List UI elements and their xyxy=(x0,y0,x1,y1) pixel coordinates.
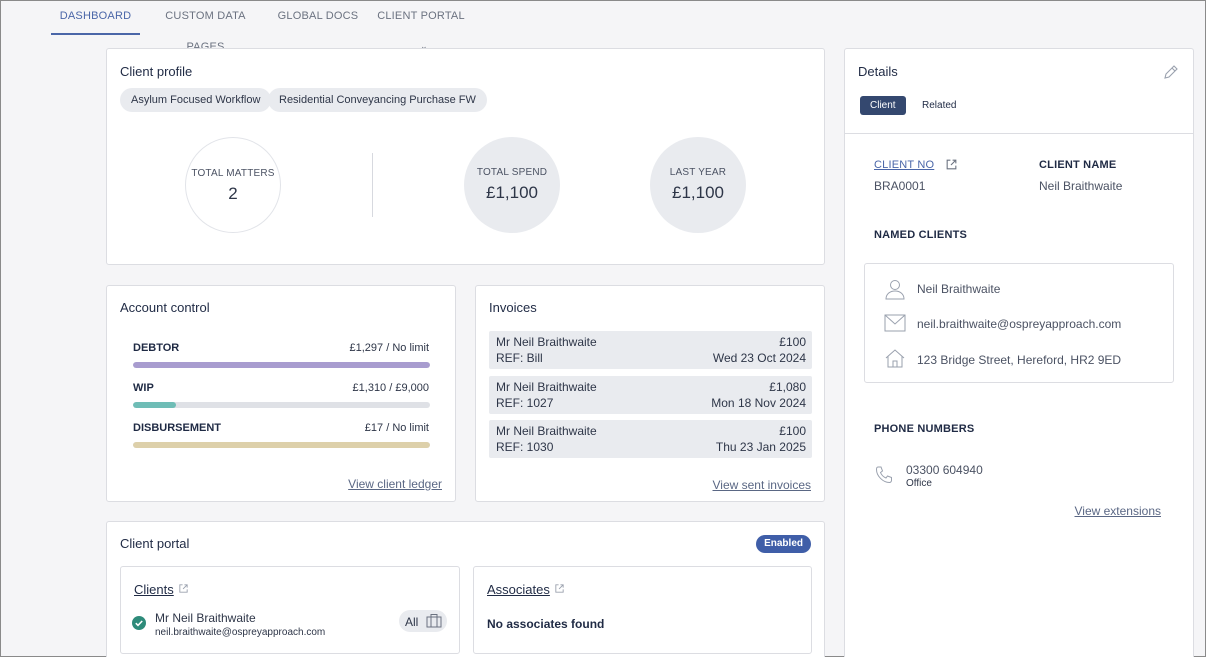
debtor-bar-fill xyxy=(133,362,430,368)
briefcase-icon xyxy=(426,614,442,628)
invoice-amount: £100 xyxy=(779,424,806,438)
details-title: Details xyxy=(858,64,898,79)
invoice-amount: £1,080 xyxy=(769,380,806,394)
debtor-label: DEBTOR xyxy=(133,342,180,354)
named-client-card: Neil Braithwaite neil.braithwaite@osprey… xyxy=(864,263,1174,383)
associates-link[interactable]: Associates xyxy=(487,582,550,597)
details-panel: Details Client Related CLIENT NO BRA0001… xyxy=(844,48,1194,657)
tab-client-portal-label: CLIENT PORTAL xyxy=(377,10,465,22)
invoice-ref: REF: 1030 xyxy=(496,440,554,454)
invoice-amount: £100 xyxy=(779,335,806,349)
divider xyxy=(845,133,1193,134)
invoice-date: Wed 23 Oct 2024 xyxy=(712,351,806,365)
invoices-card: Invoices Mr Neil Braithwaite £100 REF: B… xyxy=(475,285,825,502)
edit-pencil-icon[interactable] xyxy=(1162,64,1179,81)
portal-client-name: Mr Neil Braithwaite xyxy=(155,611,256,625)
stat-value: £1,100 xyxy=(486,183,538,202)
stat-value: 2 xyxy=(228,184,238,203)
invoice-date: Mon 18 Nov 2024 xyxy=(711,396,806,410)
tab-dashboard[interactable]: DASHBOARD xyxy=(51,1,140,35)
home-icon xyxy=(885,349,905,368)
phone-icon xyxy=(875,466,892,484)
invoice-client-name: Mr Neil Braithwaite xyxy=(496,424,597,438)
stat-value: £1,100 xyxy=(672,183,724,202)
client-no-value: BRA0001 xyxy=(874,179,926,193)
total-matters-stat: TOTAL MATTERS 2 xyxy=(185,137,281,233)
invoice-row[interactable]: Mr Neil Braithwaite £100 REF: 1030 Thu 2… xyxy=(489,420,812,458)
wip-progress-bar xyxy=(133,402,430,408)
phone-numbers-label: PHONE NUMBERS xyxy=(874,423,975,435)
last-year-stat: LAST YEAR £1,100 xyxy=(650,137,746,233)
wip-label: WIP xyxy=(133,382,154,394)
invoice-row[interactable]: Mr Neil Braithwaite £100 REF: Bill Wed 2… xyxy=(489,331,812,369)
disbursement-progress-bar xyxy=(133,442,430,448)
client-profile-card: Client profile Asylum Focused Workflow R… xyxy=(106,48,825,265)
status-badge: Enabled xyxy=(756,535,811,553)
wip-bar-fill xyxy=(133,402,177,408)
tab-custom-data-pages[interactable]: CUSTOM DATA PAGES xyxy=(165,10,246,53)
tab-client-portal[interactable]: CLIENT PORTAL ⌄ xyxy=(371,1,471,51)
phone-number: 03300 604940 xyxy=(906,463,983,477)
phone-type: Office xyxy=(906,478,932,489)
client-name-label: CLIENT NAME xyxy=(1039,159,1117,171)
invoice-ref: REF: Bill xyxy=(496,351,543,365)
check-circle-icon xyxy=(132,616,146,630)
access-scope-toggle[interactable]: All xyxy=(399,610,447,632)
external-link-icon[interactable] xyxy=(178,583,189,594)
invoice-client-name: Mr Neil Braithwaite xyxy=(496,335,597,349)
account-control-title: Account control xyxy=(120,300,210,315)
tab-client[interactable]: Client xyxy=(860,96,906,115)
client-portal-card: Client portal Enabled Clients Mr Neil Br… xyxy=(106,521,825,657)
access-scope-label: All xyxy=(405,615,419,629)
invoice-client-name: Mr Neil Braithwaite xyxy=(496,380,597,394)
disbursement-label: DISBURSEMENT xyxy=(133,422,222,434)
envelope-icon xyxy=(884,314,906,332)
disbursement-bar-fill xyxy=(133,442,430,448)
top-navigation: DASHBOARD CUSTOM DATA PAGES GLOBAL DOCS … xyxy=(1,1,1205,53)
no-associates-message: No associates found xyxy=(487,617,605,631)
debtor-value: £1,297 / No limit xyxy=(349,342,429,354)
invoice-ref: REF: 1027 xyxy=(496,396,554,410)
named-client-name: Neil Braithwaite xyxy=(917,282,1001,296)
client-profile-title: Client profile xyxy=(120,64,193,79)
workflow-chip: Residential Conveyancing Purchase FW xyxy=(268,88,487,112)
portal-client-email: neil.braithwaite@ospreyapproach.com xyxy=(155,627,326,638)
view-client-ledger-link[interactable]: View client ledger xyxy=(348,477,442,491)
named-clients-label: NAMED CLIENTS xyxy=(874,229,968,241)
workflow-chip: Asylum Focused Workflow xyxy=(120,88,272,112)
tab-global-docs[interactable]: GLOBAL DOCS xyxy=(277,10,359,22)
named-client-email: neil.braithwaite@ospreyapproach.com xyxy=(917,317,1122,331)
client-portal-title: Client portal xyxy=(120,536,190,551)
person-icon xyxy=(885,280,905,300)
client-name-value: Neil Braithwaite xyxy=(1039,179,1123,193)
chevron-down-icon: ⌄ xyxy=(420,41,428,51)
view-extensions-link[interactable]: View extensions xyxy=(1074,504,1162,518)
debtor-progress-bar xyxy=(133,362,430,368)
stat-label: TOTAL MATTERS xyxy=(191,168,275,179)
stat-label: TOTAL SPEND xyxy=(476,167,548,178)
portal-clients-panel: Clients Mr Neil Braithwaite neil.braithw… xyxy=(120,566,460,654)
invoices-title: Invoices xyxy=(489,300,537,315)
disbursement-value: £17 / No limit xyxy=(364,422,429,434)
invoice-date: Thu 23 Jan 2025 xyxy=(715,440,806,454)
account-control-card: Account control DEBTOR £1,297 / No limit… xyxy=(106,285,456,502)
total-spend-stat: TOTAL SPEND £1,100 xyxy=(464,137,560,233)
invoice-row[interactable]: Mr Neil Braithwaite £1,080 REF: 1027 Mon… xyxy=(489,376,812,414)
client-no-link[interactable]: CLIENT NO xyxy=(874,159,935,171)
external-link-icon[interactable] xyxy=(945,158,958,171)
portal-associates-panel: Associates No associates found xyxy=(473,566,812,654)
view-sent-invoices-link[interactable]: View sent invoices xyxy=(712,478,812,492)
clients-link[interactable]: Clients xyxy=(134,582,174,597)
wip-value: £1,310 / £9,000 xyxy=(352,382,429,394)
external-link-icon[interactable] xyxy=(554,583,565,594)
divider xyxy=(372,153,373,217)
tab-related[interactable]: Related xyxy=(922,100,957,111)
stat-label: LAST YEAR xyxy=(669,167,727,178)
named-client-address: 123 Bridge Street, Hereford, HR2 9ED xyxy=(917,353,1122,367)
